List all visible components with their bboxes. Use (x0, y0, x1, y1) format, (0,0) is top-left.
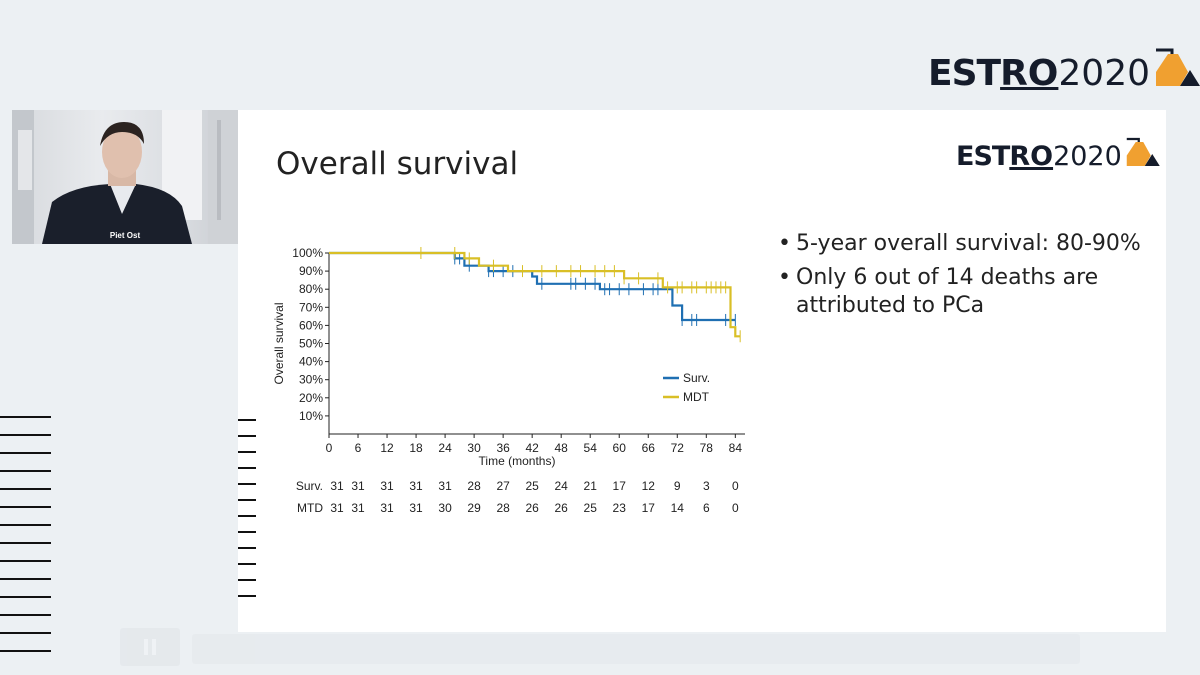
logo-text-year: 2020 (1053, 141, 1122, 172)
risk-value: 0 (732, 479, 739, 493)
bullet-list: 5-year overall survival: 80-90% Only 6 o… (778, 230, 1158, 326)
bullet-item: Only 6 out of 14 deaths are attributed t… (778, 264, 1158, 320)
chart-series (329, 247, 741, 343)
bullet-item: 5-year overall survival: 80-90% (778, 230, 1158, 258)
playback-timeline[interactable] (192, 634, 1080, 664)
risk-value: 25 (525, 479, 539, 493)
speaker-name-label: Piet Ost (109, 231, 141, 240)
y-tick-label: 20% (299, 391, 323, 405)
speaker-video-image (12, 110, 238, 244)
x-tick-label: 48 (555, 441, 569, 455)
risk-value: 31 (330, 479, 344, 493)
logo-text-estr: EST (928, 53, 1001, 94)
y-axis-label: Overall survival (272, 302, 286, 384)
risk-value: 31 (380, 501, 394, 515)
x-tick-label: 66 (642, 441, 656, 455)
estro-logo: EST RO 2020 (928, 44, 1200, 94)
logo-text-ro: RO (1009, 141, 1054, 172)
risk-value: 6 (703, 501, 710, 515)
risk-value: 26 (555, 501, 569, 515)
x-tick-label: 24 (438, 441, 452, 455)
risk-value: 3 (703, 479, 710, 493)
risk-value: 24 (555, 479, 569, 493)
risk-value: 28 (496, 501, 510, 515)
logo-text-ro: RO (1000, 53, 1059, 94)
risk-value: 31 (330, 501, 344, 515)
x-tick-label: 12 (380, 441, 394, 455)
y-tick-label: 40% (299, 355, 323, 369)
pause-icon (144, 639, 148, 655)
risk-value: 25 (584, 501, 598, 515)
x-tick-label: 6 (355, 441, 362, 455)
risk-value: 31 (409, 501, 423, 515)
x-tick-label: 30 (467, 441, 481, 455)
chart-legend: Surv. MDT (663, 371, 710, 404)
estro-emblem-icon (1156, 48, 1200, 86)
y-tick-label: 80% (299, 282, 323, 296)
risk-row-label: Surv. (296, 479, 323, 493)
slide-title: Overall survival (276, 146, 519, 182)
x-axis-label: Time (months) (479, 454, 556, 468)
risk-row-label: MTD (297, 501, 323, 515)
y-tick-label: 60% (299, 318, 323, 332)
x-tick-label: 36 (496, 441, 510, 455)
risk-value: 31 (380, 479, 394, 493)
risk-value: 31 (351, 501, 365, 515)
y-tick-label: 70% (299, 300, 323, 314)
x-tick-label: 84 (729, 441, 743, 455)
risk-value: 28 (467, 479, 481, 493)
risk-value: 31 (438, 479, 452, 493)
risk-value: 0 (732, 501, 739, 515)
legend-entry: Surv. (683, 371, 710, 385)
risk-value: 31 (351, 479, 365, 493)
series-line-surv (329, 251, 736, 322)
risk-value: 9 (674, 479, 681, 493)
x-tick-label: 78 (700, 441, 714, 455)
x-tick-label: 54 (584, 441, 598, 455)
y-tick-label: 10% (299, 409, 323, 423)
risk-value: 17 (613, 479, 627, 493)
x-tick-label: 18 (409, 441, 423, 455)
risk-value: 17 (642, 501, 656, 515)
y-tick-label: 100% (292, 246, 323, 260)
decorative-dashes-mid (238, 419, 256, 611)
risk-value: 12 (642, 479, 656, 493)
x-tick-label: 72 (671, 441, 685, 455)
risk-value: 14 (671, 501, 685, 515)
video-player-controls (120, 628, 1080, 668)
y-tick-label: 50% (299, 337, 323, 351)
estro-emblem-icon (1126, 137, 1160, 166)
chart-axes: 10% 20% 30% 40% 50% 60% 70% 80% 90% 100% 0 6 12 18 24 3… (272, 246, 745, 468)
risk-value: 21 (584, 479, 598, 493)
logo-text-year: 2020 (1058, 53, 1151, 94)
y-tick-label: 90% (299, 264, 323, 278)
legend-entry: MDT (683, 390, 710, 404)
survival-chart: 10% 20% 30% 40% 50% 60% 70% 80% 90% 100% 0 6 12 18 24 3… (272, 246, 745, 515)
series-line-mdt (329, 251, 741, 338)
risk-value: 29 (467, 501, 481, 515)
x-tick-label: 42 (525, 441, 539, 455)
x-tick-label: 0 (326, 441, 333, 455)
slide-estro-logo: EST RO 2020 (956, 134, 1160, 172)
speaker-webcam: Piet Ost (12, 110, 238, 244)
x-tick-label: 60 (613, 441, 627, 455)
risk-value: 26 (525, 501, 539, 515)
risk-value: 30 (438, 501, 452, 515)
risk-value: 23 (613, 501, 627, 515)
risk-value: 31 (409, 479, 423, 493)
decorative-dashes-left (0, 416, 51, 668)
risk-value: 27 (496, 479, 510, 493)
y-tick-label: 30% (299, 373, 323, 387)
logo-text-estr: EST (956, 141, 1010, 172)
pause-button[interactable] (120, 628, 180, 666)
